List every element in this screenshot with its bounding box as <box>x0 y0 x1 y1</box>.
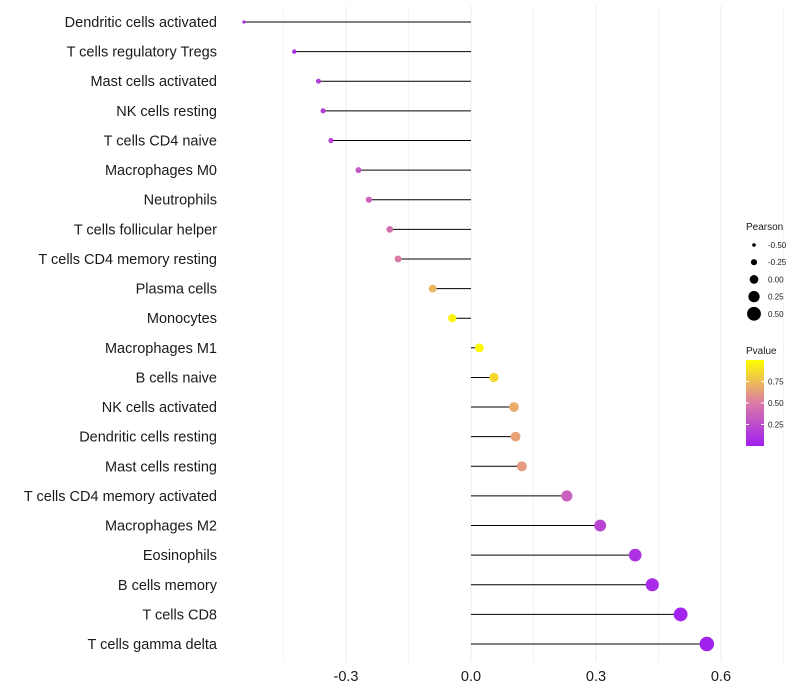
category-label: Macrophages M0 <box>105 163 217 179</box>
data-point <box>394 255 402 263</box>
category-label: Macrophages M2 <box>105 519 217 535</box>
size-legend-dot <box>750 259 758 266</box>
data-point <box>448 314 457 323</box>
size-legend-label: -0.25 <box>768 258 787 267</box>
size-legend-label: 0.25 <box>768 293 784 302</box>
category-label: Mast cells resting <box>105 459 217 475</box>
data-point <box>320 108 326 114</box>
grid-lines <box>282 6 785 662</box>
category-label: NK cells activated <box>102 400 217 416</box>
data-point <box>594 519 607 532</box>
category-label: B cells memory <box>118 578 218 594</box>
size-legend-title: Pearson <box>746 222 783 233</box>
category-label: T cells CD4 naive <box>104 133 217 149</box>
data-point <box>645 578 659 592</box>
data-point <box>315 78 321 84</box>
size-legend-label: 0.50 <box>768 310 784 319</box>
category-label: Dendritic cells resting <box>79 430 217 446</box>
category-labels: Dendritic cells activated T cells regulat… <box>24 15 218 653</box>
size-legend-dot <box>748 290 760 303</box>
category-label: Eosinophils <box>143 548 217 564</box>
category-label: T cells CD8 <box>142 607 217 623</box>
data-point <box>509 402 519 412</box>
data-point <box>516 461 527 472</box>
color-legend-bar <box>746 360 764 446</box>
data-point <box>474 343 484 353</box>
color-legend-label: 0.75 <box>768 378 784 387</box>
category-label: Monocytes <box>147 311 217 327</box>
x-tick-label: 0.3 <box>586 669 606 685</box>
category-label: T cells CD4 memory activated <box>24 489 217 505</box>
data-point <box>510 431 521 442</box>
data-point <box>242 20 246 24</box>
size-legend-dot <box>747 306 761 321</box>
category-label: Macrophages M1 <box>105 341 217 357</box>
data-point <box>628 548 642 562</box>
data-point <box>489 372 499 383</box>
category-label: Plasma cells <box>136 282 217 298</box>
category-label: Neutrophils <box>144 193 217 209</box>
data-point <box>292 49 297 54</box>
color-legend-label: 0.25 <box>768 421 784 430</box>
color-legend: Pvalue 0.75 0.50 0.25 <box>746 346 784 446</box>
size-legend-dot <box>752 243 756 247</box>
category-label: B cells naive <box>136 370 217 386</box>
color-legend-title: Pvalue <box>746 346 777 357</box>
x-tick-label: 0.0 <box>461 669 481 685</box>
x-tick-label: -0.3 <box>333 669 358 685</box>
color-legend-label: 0.50 <box>768 399 784 408</box>
data-point <box>328 137 334 144</box>
size-legend-label: -0.50 <box>768 241 787 250</box>
size-legend-label: 0.00 <box>768 275 784 284</box>
data-point <box>386 225 394 233</box>
data-point <box>673 607 688 622</box>
category-label: T cells follicular helper <box>74 222 217 238</box>
category-label: T cells gamma delta <box>88 637 218 653</box>
category-label: Mast cells activated <box>90 74 217 90</box>
size-legend: Pearson -0.50 -0.25 0.00 0.25 0.50 <box>746 222 787 321</box>
category-label: Dendritic cells activated <box>65 15 217 31</box>
data-point <box>355 167 362 174</box>
data-point <box>561 490 573 502</box>
legend: Pearson -0.50 -0.25 0.00 0.25 0.50 Pvalue 0.… <box>746 222 787 446</box>
lollipop-stems <box>243 21 707 645</box>
data-point <box>365 196 373 203</box>
data-point <box>428 284 437 293</box>
category-label: T cells CD4 memory resting <box>38 252 217 268</box>
x-tick-label: 0.6 <box>711 669 731 685</box>
x-axis-ticks: -0.3 0.0 0.3 0.6 <box>333 669 731 685</box>
data-point <box>699 636 715 652</box>
category-label: T cells regulatory Tregs <box>67 45 217 61</box>
size-legend-dot <box>749 275 759 284</box>
category-label: NK cells resting <box>116 104 217 120</box>
lollipop-points <box>242 20 715 652</box>
